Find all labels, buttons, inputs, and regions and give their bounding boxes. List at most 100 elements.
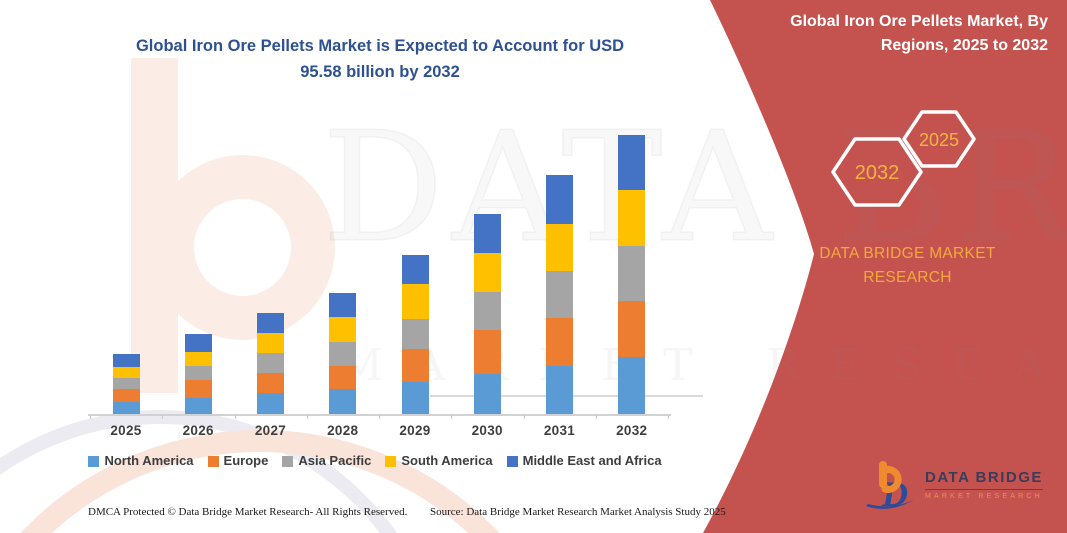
segment-2026-middle-east-and-africa [184,334,212,352]
x-axis-tick [668,415,669,419]
bar-2030 [473,214,501,414]
legend-marker-middle-east-and-africa [506,455,518,467]
segment-2032-south-america [618,190,646,246]
x-axis-tick [523,415,525,419]
bar-2026 [184,334,212,414]
segment-2026-north-america [184,398,212,414]
segment-2028-middle-east-and-africa [329,293,357,317]
legend-item-middle-east-and-africa: Middle East and Africa [506,453,662,468]
right-panel-header-line2: Regions, 2025 to 2032 [880,37,1048,54]
legend-label-middle-east-and-africa: Middle East and Africa [522,453,662,468]
x-axis-labels: 2025 2026 2027 2028 2029 2030 2031 2032 [90,423,668,441]
segment-2027-north-america [257,393,285,414]
bar-2029 [401,255,429,414]
bar-2025 [112,354,140,414]
year-hexagons: 2032 2025 [831,110,976,207]
x-axis-tick [595,415,597,419]
chart-title-line1: Global Iron Ore Pellets Market is Expect… [135,37,625,55]
segment-2030-middle-east-and-africa [473,214,501,253]
segment-2025-asia-pacific [112,378,140,389]
hexagon-2032-label: 2032 [855,162,900,184]
segment-2028-asia-pacific [329,342,357,366]
logo-text-block: DATA BRIDGE MARKET RESEARCH [925,460,1043,500]
segment-2028-europe [329,366,357,389]
x-axis-label-2030: 2030 [471,423,503,438]
logo-subtext: MARKET RESEARCH [925,493,1043,500]
segment-2025-north-america [112,402,140,414]
segment-2032-middle-east-and-africa [618,135,646,190]
data-bridge-logo-icon: D [866,461,914,512]
segment-2031-south-america [546,224,574,271]
segment-2030-south-america [473,253,501,292]
segment-2026-europe [184,380,212,398]
segment-2030-north-america [473,374,501,414]
x-axis-tick [234,415,236,419]
bar-2027 [257,313,285,414]
logo-name: DATA BRIDGE [925,469,1043,490]
legend-label-asia-pacific: Asia Pacific [298,453,372,468]
chart-legend: North America Europe Asia Pacific South Ame… [75,453,675,468]
brand-text-line2: RESEARCH [863,269,952,286]
legend-marker-north-america [88,455,100,467]
segment-2025-middle-east-and-africa [112,354,140,367]
x-axis-tick [379,415,380,419]
segment-2029-north-america [401,382,429,414]
legend-label-europe: Europe [223,453,269,468]
legend-marker-asia-pacific [282,455,294,467]
legend-item-europe: Europe [207,453,269,468]
hexagon-2025: 2025 [902,110,976,168]
x-axis-tick [162,415,164,419]
x-axis-label-2027: 2027 [254,423,287,438]
segment-2025-south-america [112,367,140,378]
segment-2027-south-america [257,333,285,353]
footer-dmca-text: DMCA Protected © Data Bridge Market Rese… [88,506,408,518]
chart-title-line2: 95.58 billion by 2032 [300,63,460,81]
right-panel-header: Global Iron Ore Pellets Market, By Regio… [748,10,1048,58]
segment-2026-south-america [184,352,212,366]
right-panel-header-line1: Global Iron Ore Pellets Market, By [790,13,1048,30]
segment-2032-europe [618,301,646,357]
legend-item-south-america: South America [385,453,493,468]
segment-2032-north-america [618,357,646,414]
segment-2029-asia-pacific [401,319,429,349]
x-axis-label-2031: 2031 [543,423,576,438]
brand-text-line1: DATA BRIDGE MARKET [819,245,996,262]
legend-marker-south-america [385,455,397,467]
bar-2032 [618,135,646,414]
segment-2031-europe [546,318,574,366]
x-axis-label-2025: 2025 [110,423,142,438]
x-axis-tick [451,415,453,419]
segment-2031-north-america [546,366,574,414]
hexagon-2032: 2032 [831,137,923,207]
segment-2028-north-america [329,389,357,414]
segment-2026-asia-pacific [184,366,212,380]
data-bridge-logo: D DATA BRIDGE MARKET RESEARCH [865,460,1043,512]
segment-2031-asia-pacific [546,271,574,318]
segment-2027-europe [257,373,285,393]
segment-2029-south-america [401,284,429,319]
segment-2027-middle-east-and-africa [257,313,285,333]
segment-2027-asia-pacific [257,353,285,373]
bar-chart-plot [90,113,668,414]
x-axis-label-2029: 2029 [399,423,431,438]
segment-2025-europe [112,389,140,402]
segment-2032-asia-pacific [618,246,646,301]
segment-2030-asia-pacific [473,292,501,330]
segment-2029-europe [401,349,429,382]
x-axis-tick [90,415,91,419]
bar-2028 [329,293,357,414]
legend-marker-europe [207,455,219,467]
legend-label-north-america: North America [104,453,194,468]
legend-item-north-america: North America [88,453,194,468]
x-axis-tick [306,415,308,419]
segment-2028-south-america [329,317,357,342]
segment-2031-middle-east-and-africa [546,175,574,224]
segment-2029-middle-east-and-africa [401,255,429,284]
x-axis-label-2028: 2028 [327,423,359,438]
footer-source-text: Source: Data Bridge Market Research Mark… [430,506,726,518]
bar-2031 [546,175,574,414]
x-axis-label-2026: 2026 [182,423,214,438]
legend-label-south-america: South America [401,453,493,468]
